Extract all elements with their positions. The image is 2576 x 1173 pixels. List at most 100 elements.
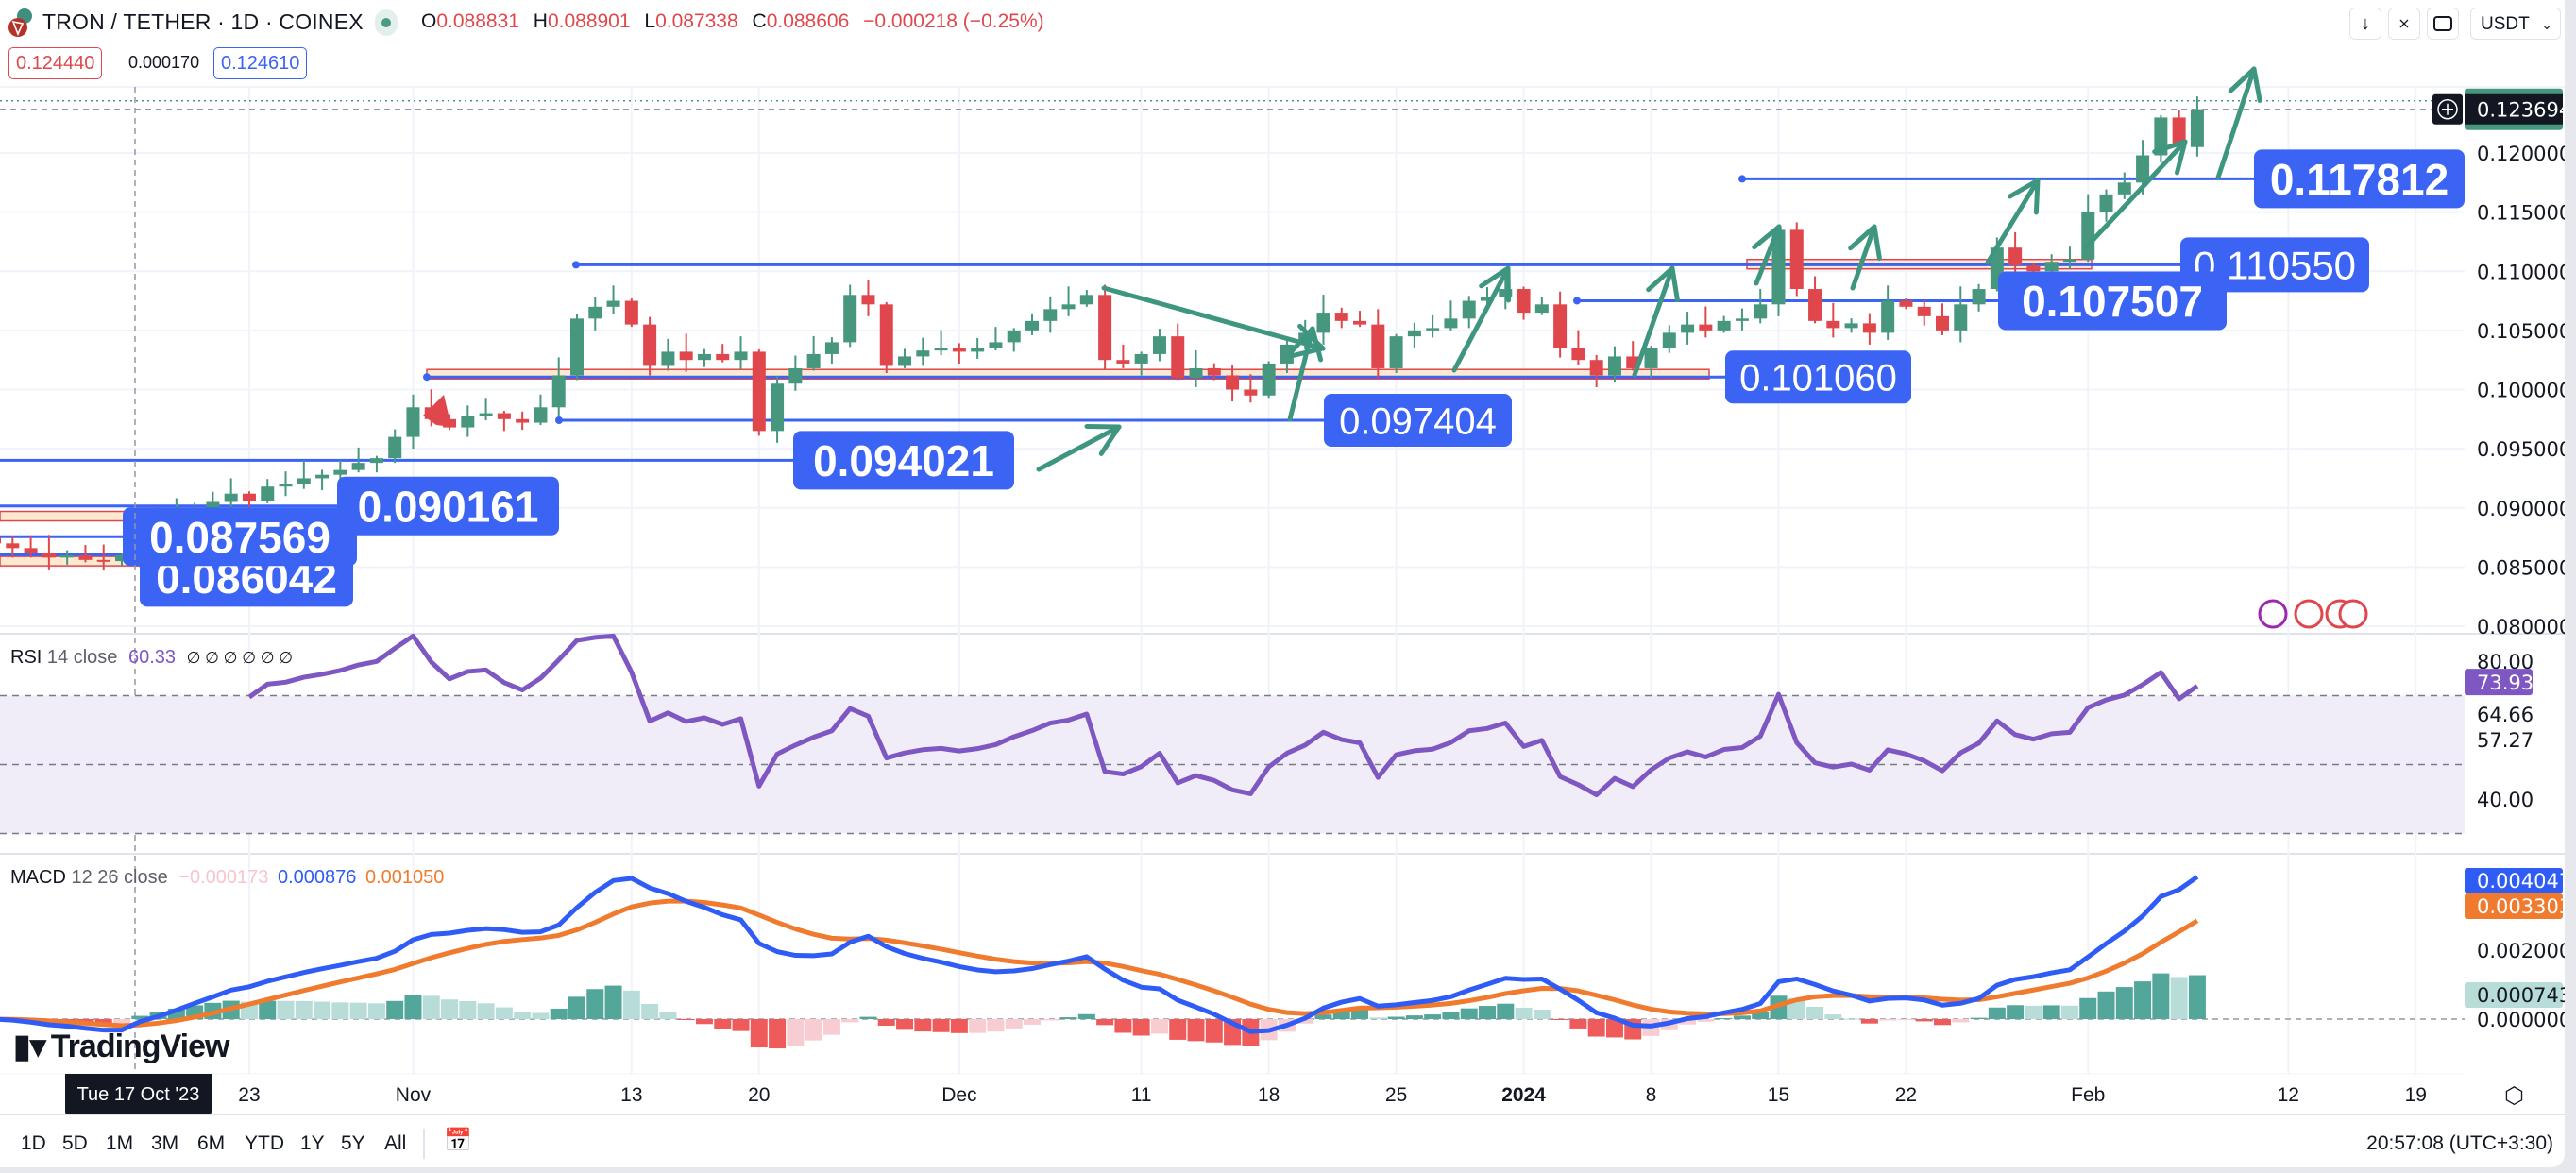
candle[interactable] — [1061, 286, 1076, 316]
candle[interactable] — [643, 316, 657, 376]
go-to-date-calendar-icon[interactable]: 📅 — [444, 1128, 472, 1153]
range-1d[interactable]: 1D — [21, 1132, 46, 1154]
range-1y[interactable]: 1Y — [300, 1132, 325, 1154]
candle[interactable] — [1407, 322, 1421, 348]
candle[interactable] — [1972, 283, 1986, 312]
candle[interactable] — [1043, 296, 1058, 333]
candle[interactable] — [1079, 290, 1093, 307]
candle[interactable] — [1534, 297, 1549, 315]
candle[interactable] — [60, 550, 75, 565]
candle[interactable] — [351, 447, 365, 473]
candle[interactable] — [1116, 344, 1130, 368]
candle[interactable] — [24, 535, 38, 558]
candle[interactable] — [115, 552, 128, 567]
candle[interactable] — [315, 469, 330, 490]
buy-button[interactable]: 0.124610 — [213, 47, 308, 79]
candle[interactable] — [588, 297, 602, 331]
candle[interactable] — [1717, 315, 1731, 333]
candle[interactable] — [989, 327, 1003, 351]
currency-select[interactable]: USDT ⌄ — [2470, 8, 2561, 40]
candle[interactable] — [697, 348, 711, 367]
candle[interactable] — [461, 405, 475, 437]
candle[interactable] — [1353, 311, 1367, 328]
arrow-drawing[interactable] — [1850, 224, 1877, 291]
arrow-drawing[interactable] — [1451, 265, 1511, 373]
candle[interactable] — [971, 337, 985, 359]
arrow-drawing[interactable] — [1754, 224, 1782, 286]
candle[interactable] — [1371, 309, 1385, 378]
candle[interactable] — [1134, 351, 1148, 376]
candle[interactable] — [1189, 349, 1203, 387]
candle[interactable] — [843, 284, 857, 348]
candle[interactable] — [661, 338, 675, 371]
candle[interactable] — [1098, 284, 1112, 370]
candle[interactable] — [788, 355, 803, 391]
pane-separator[interactable] — [0, 853, 2565, 855]
candle[interactable] — [1444, 300, 1458, 331]
range-6m[interactable]: 6M — [197, 1132, 226, 1154]
event-us-flag-icon[interactable] — [2338, 599, 2368, 629]
candle[interactable] — [1244, 374, 1258, 403]
candle[interactable] — [716, 344, 730, 363]
candle[interactable] — [1826, 302, 1840, 338]
symbol-title[interactable]: TRON / TETHER · 1D · COINEX — [42, 9, 364, 34]
level-price-label-box[interactable] — [1998, 271, 2227, 331]
candle[interactable] — [1808, 276, 1822, 324]
candle[interactable] — [952, 343, 966, 364]
candle[interactable] — [0, 536, 2, 546]
candle[interactable] — [534, 394, 548, 426]
candle[interactable] — [2081, 194, 2095, 263]
candle[interactable] — [42, 535, 56, 570]
candle[interactable] — [1462, 296, 1476, 329]
level-anchor-handle[interactable] — [572, 261, 580, 269]
level-price-label-box[interactable] — [1324, 394, 1512, 448]
candle[interactable] — [1589, 354, 1603, 387]
level-anchor-handle[interactable] — [555, 416, 563, 425]
candle[interactable] — [96, 544, 110, 571]
candle[interactable] — [369, 455, 383, 473]
level-anchor-handle[interactable] — [1738, 175, 1746, 183]
candle[interactable] — [824, 337, 839, 364]
candle[interactable] — [406, 394, 420, 450]
candle[interactable] — [624, 298, 638, 328]
arrow-drawing[interactable] — [1036, 424, 1122, 472]
candle[interactable] — [1152, 329, 1166, 362]
candle[interactable] — [2062, 246, 2076, 269]
candle[interactable] — [1917, 298, 1931, 326]
arrow-drawing[interactable] — [2084, 139, 2188, 249]
range-3m[interactable]: 3M — [151, 1132, 179, 1154]
candle[interactable] — [1481, 287, 1494, 306]
candle[interactable] — [898, 348, 912, 368]
candle[interactable] — [1226, 365, 1240, 402]
level-price-label-box[interactable] — [1725, 350, 1911, 404]
candle[interactable] — [879, 301, 893, 373]
macd-line[interactable] — [0, 875, 2199, 1034]
candle[interactable] — [752, 348, 766, 436]
trendline-arrow[interactable] — [1101, 285, 1326, 351]
candle[interactable] — [1571, 330, 1585, 366]
candle[interactable] — [479, 398, 493, 421]
candle[interactable] — [1954, 286, 1968, 343]
candle[interactable] — [1681, 312, 1695, 345]
support-zone[interactable] — [0, 510, 143, 522]
candle[interactable] — [297, 460, 311, 489]
candle[interactable] — [570, 314, 584, 381]
level-price-label-box[interactable] — [123, 507, 357, 567]
event-lightning-icon[interactable] — [2258, 599, 2288, 629]
candle[interactable] — [1607, 346, 1621, 382]
level-price-label-box[interactable] — [793, 431, 1014, 490]
arrow-drawing[interactable] — [2215, 66, 2257, 180]
candle[interactable] — [734, 336, 748, 370]
candle[interactable] — [1789, 222, 1804, 297]
candle[interactable] — [1553, 291, 1568, 358]
candle[interactable] — [2008, 231, 2023, 276]
scroll-down-button[interactable]: ↓ — [2349, 8, 2381, 40]
candle[interactable] — [551, 357, 566, 417]
level-anchor-handle[interactable] — [423, 373, 431, 382]
arrow-drawing[interactable] — [1985, 178, 2041, 265]
candle[interactable] — [1862, 313, 1876, 345]
rsi-legend[interactable]: RSI 14 close 60.33 ∅ ∅ ∅ ∅ ∅ ∅ — [10, 647, 293, 669]
candle[interactable] — [1936, 303, 1949, 335]
candle[interactable] — [1517, 286, 1531, 320]
